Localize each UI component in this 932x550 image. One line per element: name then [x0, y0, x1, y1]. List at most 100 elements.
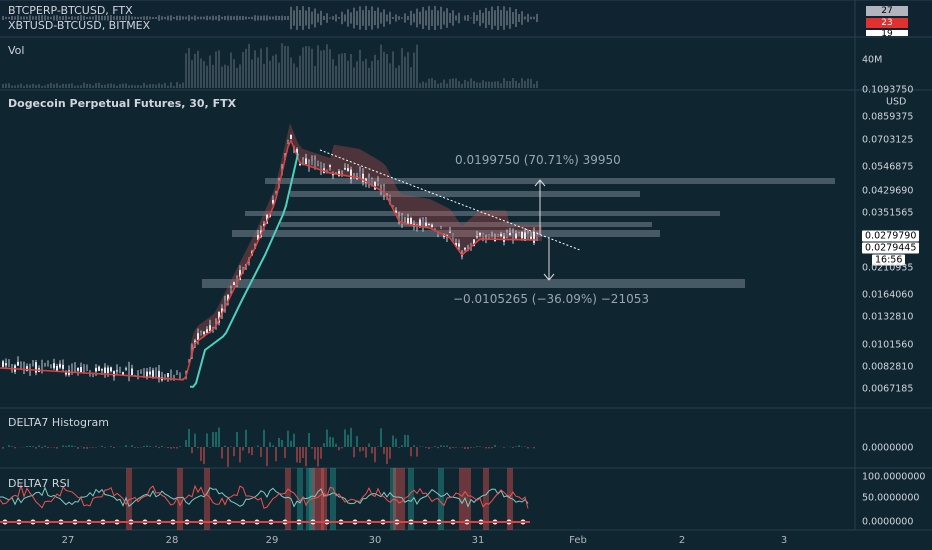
axis-label: 100.0000000 [862, 471, 926, 483]
candle [377, 181, 379, 184]
candle [104, 367, 106, 373]
rsi-band [459, 468, 465, 530]
rsi-band [399, 468, 405, 530]
candle [17, 361, 19, 366]
candle [521, 231, 523, 239]
candle [329, 165, 331, 168]
pane-title[interactable]: DELTA7 Histogram [8, 416, 109, 429]
candle [62, 364, 64, 369]
candle [347, 168, 349, 172]
candle [401, 215, 403, 225]
pane-title[interactable]: Dogecoin Perpetual Futures, 30, FTX [8, 97, 237, 110]
candle [257, 235, 259, 240]
candle [23, 365, 25, 370]
pane-title[interactable]: Vol [8, 44, 25, 57]
pane [0, 408, 932, 468]
candle [287, 140, 289, 144]
candle [83, 366, 85, 370]
candle [479, 232, 481, 236]
candle [125, 368, 127, 370]
candle [155, 370, 157, 376]
candle [458, 243, 460, 247]
badge: 19 [866, 30, 908, 36]
candle [473, 239, 475, 247]
candle [206, 329, 208, 333]
candle [59, 363, 61, 368]
candle [419, 219, 421, 228]
candle [464, 247, 466, 250]
rsi-band [204, 468, 210, 530]
candle [221, 308, 223, 315]
rsi-band [285, 468, 291, 530]
zone [202, 279, 745, 288]
candle [455, 242, 457, 247]
legend[interactable]: BTCPERP-BTCUSD, FTX [8, 4, 133, 17]
candle [341, 175, 343, 178]
price-label: 0.0429690 [862, 185, 914, 197]
legend[interactable]: XBTUSD-BTCUSD, BITMEX [8, 19, 151, 32]
axis-label: 40M [862, 54, 883, 66]
candle [434, 228, 436, 231]
time-label: 31 [471, 535, 485, 546]
pane [0, 37, 932, 90]
price-label: 0.0067185 [862, 383, 914, 395]
zone [232, 230, 660, 237]
candle [371, 179, 373, 187]
candle [311, 161, 313, 166]
time-label: 27 [61, 535, 75, 546]
last-price: 0.0279790 [862, 230, 920, 242]
candle [431, 224, 433, 228]
rsi-band [306, 468, 312, 530]
candle [305, 158, 307, 165]
rsi-line [0, 486, 529, 508]
price-label: 0.0210935 [862, 262, 914, 274]
rsi-band [465, 468, 471, 530]
candle [491, 236, 493, 238]
candle [296, 148, 298, 155]
time-label: 3 [780, 535, 788, 546]
price-label: 0.0351565 [862, 207, 914, 219]
candle [368, 177, 370, 185]
measurement: 0.0199750 (70.71%) 39950 [455, 153, 621, 167]
candle [53, 363, 55, 369]
candle [308, 162, 310, 168]
rsi-band [393, 468, 399, 530]
candle [146, 371, 148, 378]
price-label: 0.1093750 [862, 84, 914, 96]
candle [227, 294, 229, 302]
candle [533, 232, 535, 243]
candle [407, 218, 409, 225]
candle [395, 210, 397, 213]
candle [518, 233, 520, 236]
candle [515, 233, 517, 239]
candle [317, 161, 319, 165]
candle [35, 362, 37, 373]
candle [179, 372, 181, 378]
candle [86, 367, 88, 371]
candle [449, 231, 451, 233]
candle [437, 232, 439, 235]
rsi-band [297, 468, 303, 530]
candle [122, 372, 124, 375]
candle [314, 160, 316, 167]
candle [137, 373, 139, 375]
candle [149, 371, 151, 375]
candle [263, 223, 265, 226]
candle [488, 234, 490, 239]
candle [218, 311, 220, 323]
candle [299, 163, 301, 166]
candle [275, 193, 277, 195]
time-label: 29 [265, 535, 279, 546]
candle [80, 367, 82, 373]
candle [98, 366, 100, 371]
candle [8, 362, 10, 368]
currency: USD [886, 96, 907, 108]
rsi-line [0, 483, 529, 509]
candle [476, 236, 478, 238]
candle [452, 234, 454, 242]
price-label: 0.0164060 [862, 289, 914, 301]
rsi-band [438, 468, 444, 530]
candle [344, 168, 346, 170]
pane-title[interactable]: DELTA7 RSI [8, 477, 70, 490]
